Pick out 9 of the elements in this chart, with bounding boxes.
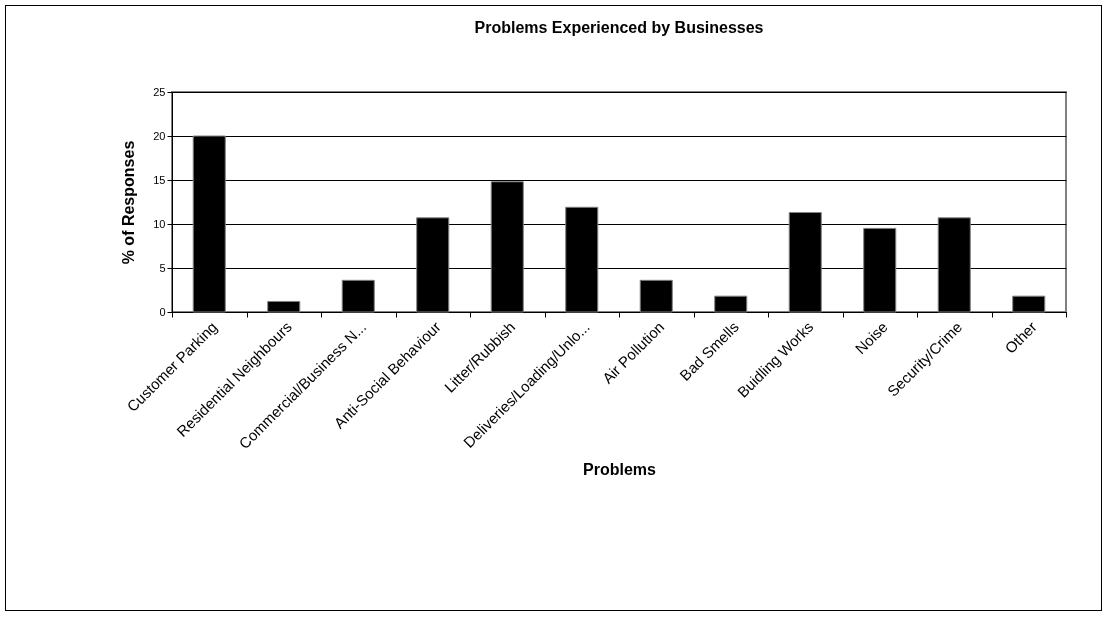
chart-title: Problems Experienced by Businesses <box>474 19 764 36</box>
y-tick-label: 20 <box>153 129 166 142</box>
y-tick-label: 5 <box>159 261 166 274</box>
y-axis-title: % of Responses <box>120 140 138 265</box>
y-tick-label: 15 <box>153 173 166 186</box>
y-tick-label: 10 <box>153 217 166 230</box>
y-tick-label: 25 <box>153 85 166 98</box>
y-tick-label: 0 <box>159 305 166 318</box>
x-axis-title: Problems <box>583 461 657 479</box>
